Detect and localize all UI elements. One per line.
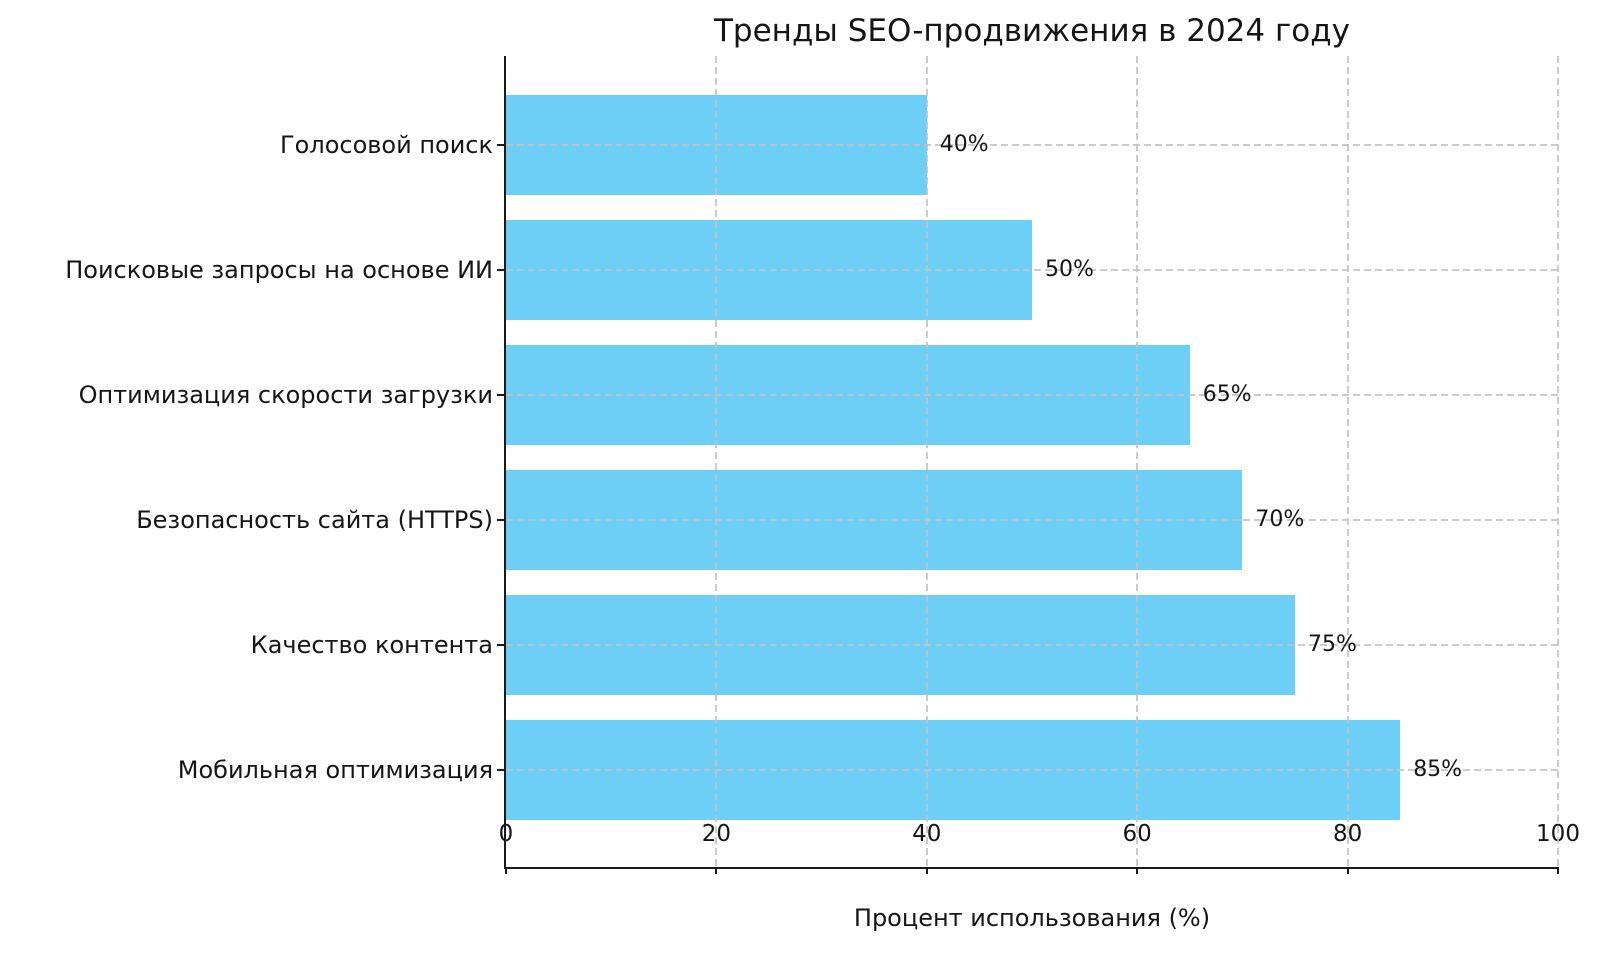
y-gridline-1 <box>506 268 1558 271</box>
y-tick-label-5: Мобильная оптимизация <box>177 755 493 784</box>
x-tick-60 <box>1136 867 1139 874</box>
y-tick-3 <box>497 518 504 521</box>
x-gridline-60 <box>1136 56 1139 867</box>
bar-value-label-2: 65% <box>1202 381 1252 407</box>
y-gridline-2 <box>506 393 1558 396</box>
y-tick-4 <box>497 643 504 646</box>
y-gridline-0 <box>506 143 1558 146</box>
bar-value-label-1: 50% <box>1045 256 1094 282</box>
y-tick-5 <box>497 768 504 771</box>
y-tick-label-2: Оптимизация скорости загрузки <box>78 380 493 409</box>
y-gridline-4 <box>506 643 1558 646</box>
bar-value-label-5: 85% <box>1413 756 1463 782</box>
y-axis-spine <box>504 56 506 869</box>
y-tick-label-3: Безопасность сайта (HTTPS) <box>136 505 493 534</box>
x-gridline-80 <box>1346 56 1349 867</box>
y-tick-label-4: Качество контента <box>250 630 493 659</box>
x-axis-label: Процент использования (%) <box>853 904 1211 932</box>
x-tick-100 <box>1557 867 1559 874</box>
x-tick-80 <box>1346 867 1349 874</box>
bar-value-label-4: 75% <box>1308 631 1357 657</box>
x-axis-spine <box>504 867 1558 869</box>
x-gridline-20 <box>715 56 718 867</box>
y-gridline-5 <box>506 768 1558 771</box>
x-tick-20 <box>715 867 718 874</box>
plot-area: Голосовой поиск 40% Поисковые запросы на о… <box>65 56 1559 874</box>
x-gridline-40 <box>925 56 928 867</box>
y-tick-2 <box>497 393 504 396</box>
x-tick-label-0: 0 <box>498 821 514 847</box>
y-tick-label-0: Голосовой поиск <box>280 130 493 159</box>
bar-value-label-0: 40% <box>939 131 989 157</box>
x-tick-40 <box>925 867 928 874</box>
chart-title: Тренды SEO-продвижения в 2024 году <box>713 13 1350 49</box>
bar-value-label-3: 70% <box>1255 506 1305 532</box>
y-gridline-3 <box>506 518 1558 521</box>
x-gridline-100 <box>1557 56 1559 867</box>
y-tick-0 <box>497 143 504 146</box>
y-tick-label-1: Поисковые запросы на основе ИИ <box>65 255 493 284</box>
x-tick-0 <box>505 867 507 874</box>
y-tick-1 <box>497 268 504 271</box>
